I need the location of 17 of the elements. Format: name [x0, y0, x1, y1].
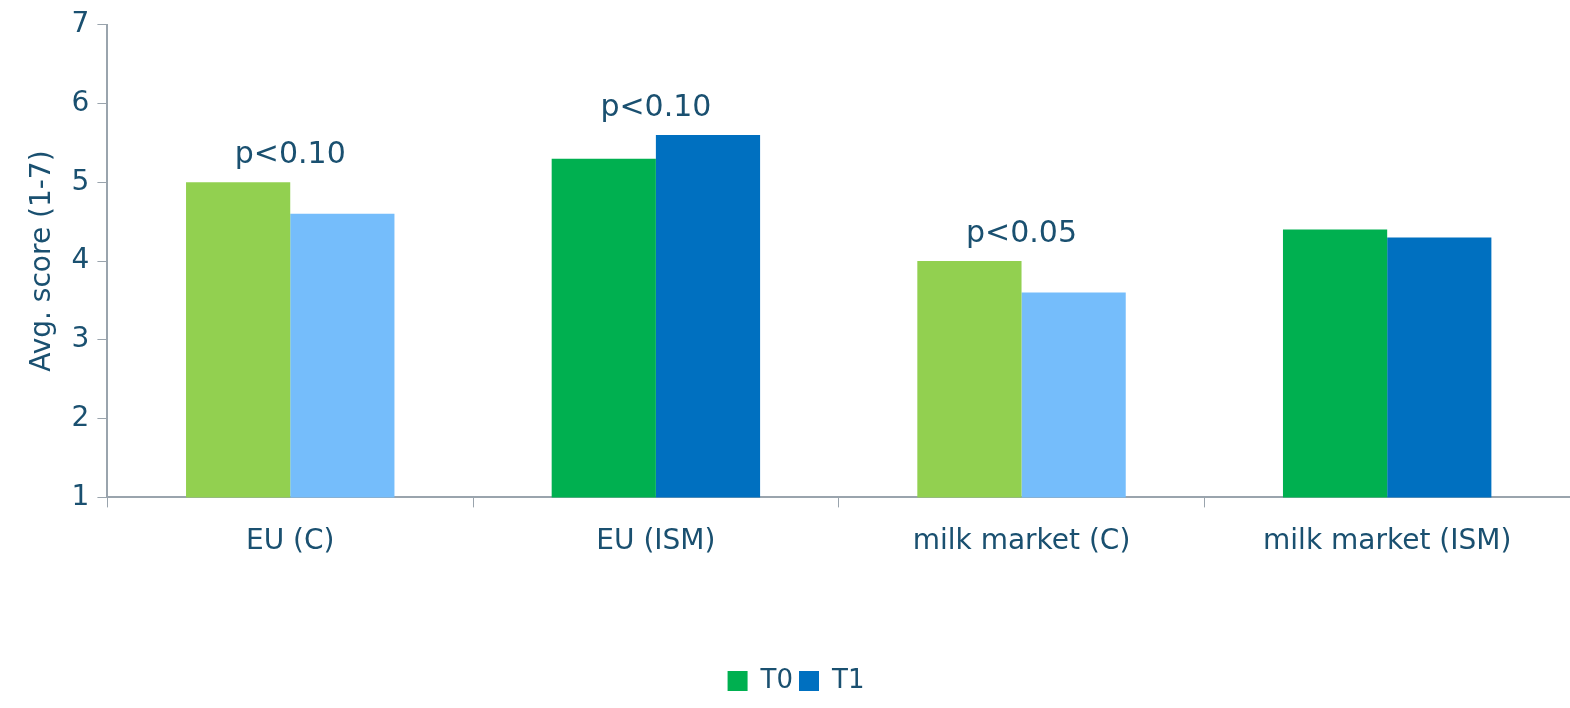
annotation: p<0.05 [966, 213, 1078, 249]
legend-label: T1 [831, 663, 865, 694]
x-tick-label: milk market (C) [912, 523, 1131, 557]
y-tick-label: 3 [71, 321, 90, 355]
x-tick-label: EU (ISM) [596, 523, 716, 557]
y-tick-label: 1 [71, 478, 90, 512]
y-tick-label: 2 [71, 399, 90, 433]
annotation: p<0.10 [600, 87, 712, 123]
legend-label: T0 [759, 663, 794, 694]
y-tick-label: 4 [71, 242, 90, 276]
y-axis-title: Avg. score (1-7) [24, 150, 58, 372]
x-tick-label: milk market (ISM) [1263, 523, 1512, 557]
y-tick-label: 6 [71, 84, 90, 118]
y-tick-label: 7 [71, 6, 90, 40]
y-tick-label: 5 [71, 163, 90, 197]
annotation: p<0.10 [234, 135, 346, 171]
x-tick-label: EU (C) [246, 523, 335, 557]
